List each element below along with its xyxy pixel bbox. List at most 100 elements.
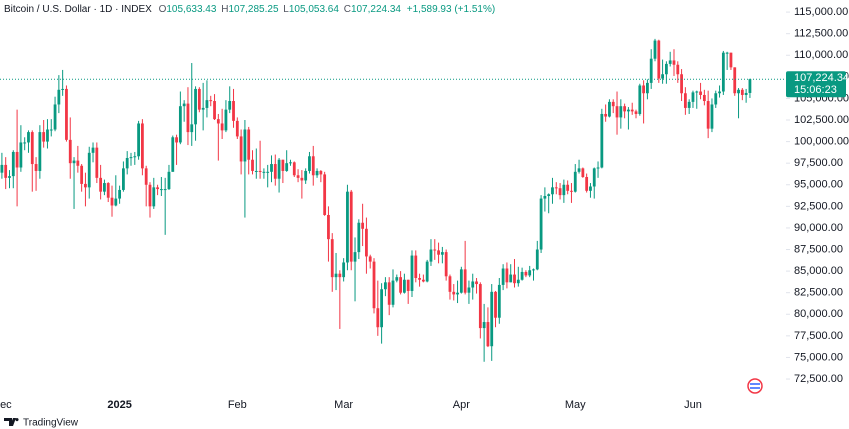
plot-area bbox=[0, 38, 752, 362]
candle-body bbox=[23, 142, 27, 144]
legend-key: H bbox=[221, 4, 228, 15]
candle-body bbox=[27, 132, 30, 143]
candle-body bbox=[372, 261, 376, 309]
watermark: TradingView bbox=[4, 418, 79, 429]
y-tick-label: 97,500.00 bbox=[794, 157, 843, 169]
symbol-title: Bitcoin / U.S. Dollar · 1D · INDEX bbox=[4, 4, 152, 15]
y-tick-label: 115,000.00 bbox=[794, 6, 848, 18]
candle-body bbox=[638, 85, 642, 114]
candle-body bbox=[448, 276, 452, 292]
candle-body bbox=[687, 101, 691, 108]
candle-body bbox=[46, 129, 49, 142]
candle-body bbox=[611, 101, 615, 107]
flag-icon bbox=[747, 378, 763, 394]
candle-body bbox=[490, 291, 494, 347]
candle-body bbox=[683, 93, 687, 108]
candle-body bbox=[714, 93, 718, 105]
candle-body bbox=[376, 308, 380, 328]
candle-body bbox=[34, 164, 38, 171]
candle-body bbox=[38, 132, 42, 171]
candle-body bbox=[737, 89, 740, 94]
candle-body bbox=[368, 256, 372, 262]
candle-body bbox=[467, 287, 471, 293]
candle-body bbox=[471, 281, 475, 288]
candle-body bbox=[8, 176, 11, 178]
candle-body bbox=[680, 74, 683, 94]
candle-body bbox=[725, 52, 729, 54]
candle-body bbox=[619, 106, 623, 118]
candle-body bbox=[391, 280, 395, 305]
legend-key: L bbox=[283, 4, 289, 15]
candle-body bbox=[634, 111, 638, 114]
candle-body bbox=[95, 147, 99, 178]
candle-body bbox=[220, 123, 224, 131]
candle-body bbox=[664, 63, 668, 75]
candle-body bbox=[281, 159, 285, 171]
candle-body bbox=[308, 156, 311, 171]
x-tick-label: Apr bbox=[453, 399, 470, 411]
x-tick-label: Mar bbox=[334, 399, 353, 411]
candle-body bbox=[87, 152, 91, 188]
candle-body bbox=[125, 158, 129, 169]
candle-body bbox=[509, 274, 513, 283]
candle-body bbox=[201, 107, 205, 110]
candle-body bbox=[99, 177, 103, 192]
candle-body bbox=[577, 168, 581, 172]
legend-value: 107,224.34 bbox=[351, 4, 401, 15]
last-price-label: 107,224.34 bbox=[794, 72, 849, 84]
candle-body bbox=[437, 250, 440, 255]
y-tick-label: 72,500.00 bbox=[794, 373, 843, 385]
candle-body bbox=[296, 175, 300, 178]
candle-body bbox=[49, 129, 53, 131]
candle-body bbox=[103, 183, 106, 192]
candle-body bbox=[718, 91, 721, 94]
candle-body bbox=[494, 291, 497, 318]
x-tick-label: Feb bbox=[228, 399, 247, 411]
candle-body bbox=[513, 274, 516, 284]
candle-body bbox=[171, 137, 175, 172]
candle-body bbox=[672, 60, 676, 65]
candle-body bbox=[596, 167, 600, 169]
candle-body bbox=[570, 190, 573, 192]
candle-body bbox=[444, 252, 448, 277]
candle-body bbox=[387, 282, 391, 305]
candle-body bbox=[266, 171, 270, 173]
candle-body bbox=[213, 101, 216, 120]
candle-body bbox=[702, 94, 706, 102]
last-price-box bbox=[786, 71, 846, 98]
candle-body bbox=[627, 109, 630, 112]
candle-body bbox=[285, 163, 289, 171]
candle-body bbox=[84, 183, 87, 188]
candle-body bbox=[182, 103, 186, 107]
candle-body bbox=[649, 58, 653, 83]
candle-body bbox=[65, 88, 68, 140]
candle-body bbox=[167, 171, 171, 190]
y-tick-label: 110,000.00 bbox=[794, 49, 848, 61]
candle-body bbox=[258, 170, 262, 172]
candle-body bbox=[380, 289, 384, 328]
candle-body bbox=[365, 228, 368, 257]
candle-body bbox=[235, 120, 239, 137]
candle-body bbox=[334, 273, 338, 278]
candle-body bbox=[357, 222, 361, 253]
candle-body bbox=[315, 170, 319, 176]
candle-body bbox=[653, 40, 657, 59]
candle-body bbox=[615, 106, 619, 118]
candle-body bbox=[273, 164, 277, 179]
candle-body bbox=[410, 255, 414, 291]
candle-body bbox=[91, 147, 95, 153]
candle-body bbox=[106, 183, 110, 198]
candle-body bbox=[114, 198, 118, 206]
y-tick-label: 80,000.00 bbox=[794, 308, 843, 320]
candle-body bbox=[42, 132, 46, 142]
candle-body bbox=[600, 113, 604, 168]
candle-body bbox=[744, 92, 748, 95]
candle-body bbox=[425, 261, 429, 282]
candle-body bbox=[327, 214, 330, 240]
candle-body bbox=[608, 101, 611, 117]
y-tick-label: 112,500.00 bbox=[794, 28, 848, 40]
y-tick-label: 92,500.00 bbox=[794, 200, 843, 212]
candle-body bbox=[501, 268, 505, 285]
candle-body bbox=[551, 187, 554, 195]
candle-body bbox=[194, 88, 197, 125]
